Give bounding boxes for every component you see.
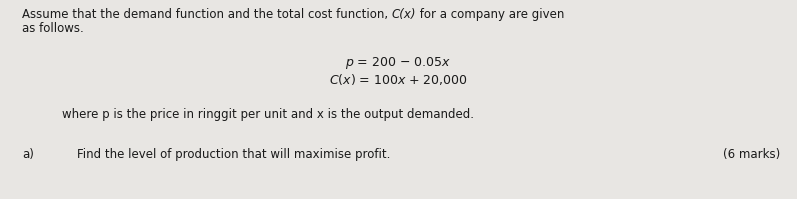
Text: for a company are given: for a company are given [416, 8, 565, 21]
Text: a): a) [22, 148, 34, 161]
Text: $C(x)$ = 100$x$ + 20,000: $C(x)$ = 100$x$ + 20,000 [328, 72, 468, 87]
Text: (6 marks): (6 marks) [723, 148, 780, 161]
Text: Find the level of production that will maximise profit.: Find the level of production that will m… [77, 148, 391, 161]
Text: where p is the price in ringgit per unit and x is the output demanded.: where p is the price in ringgit per unit… [62, 108, 474, 121]
Text: Assume that the demand function and the total cost function,: Assume that the demand function and the … [22, 8, 392, 21]
Text: as follows.: as follows. [22, 22, 84, 35]
Text: $p$ = 200 − 0.05$x$: $p$ = 200 − 0.05$x$ [345, 55, 451, 71]
Text: C(x): C(x) [392, 8, 416, 21]
